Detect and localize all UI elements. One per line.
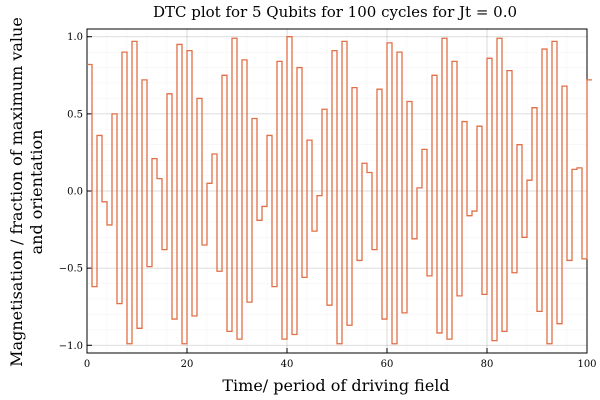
y-tick-label: −0.5 [59,264,83,275]
ticks: 0 20 40 60 80 100 −1.0 −0.5 0.0 0.5 1.0 [59,32,597,370]
series-line [87,36,592,345]
y-tick-label: 1.0 [67,32,83,43]
y-axis-label-line1: Magnetisation / fraction of maximum valu… [7,17,26,367]
x-axis-label: Time/ period of driving field [222,376,449,395]
x-tick-label: 40 [281,359,294,370]
x-tick-label: 60 [381,359,394,370]
x-tick-label: 20 [181,359,194,370]
x-tick-label: 80 [481,359,494,370]
y-tick-label: 0.5 [67,109,83,120]
x-tick-label: 0 [84,359,90,370]
series-layer [87,36,592,345]
y-tick-label: −1.0 [59,341,83,352]
chart-title: DTC plot for 5 Qubits for 100 cycles for… [153,3,517,21]
x-tick-label: 100 [577,359,596,370]
y-tick-label: 0.0 [67,187,83,198]
y-axis-label-line2: and orientation [27,130,46,255]
